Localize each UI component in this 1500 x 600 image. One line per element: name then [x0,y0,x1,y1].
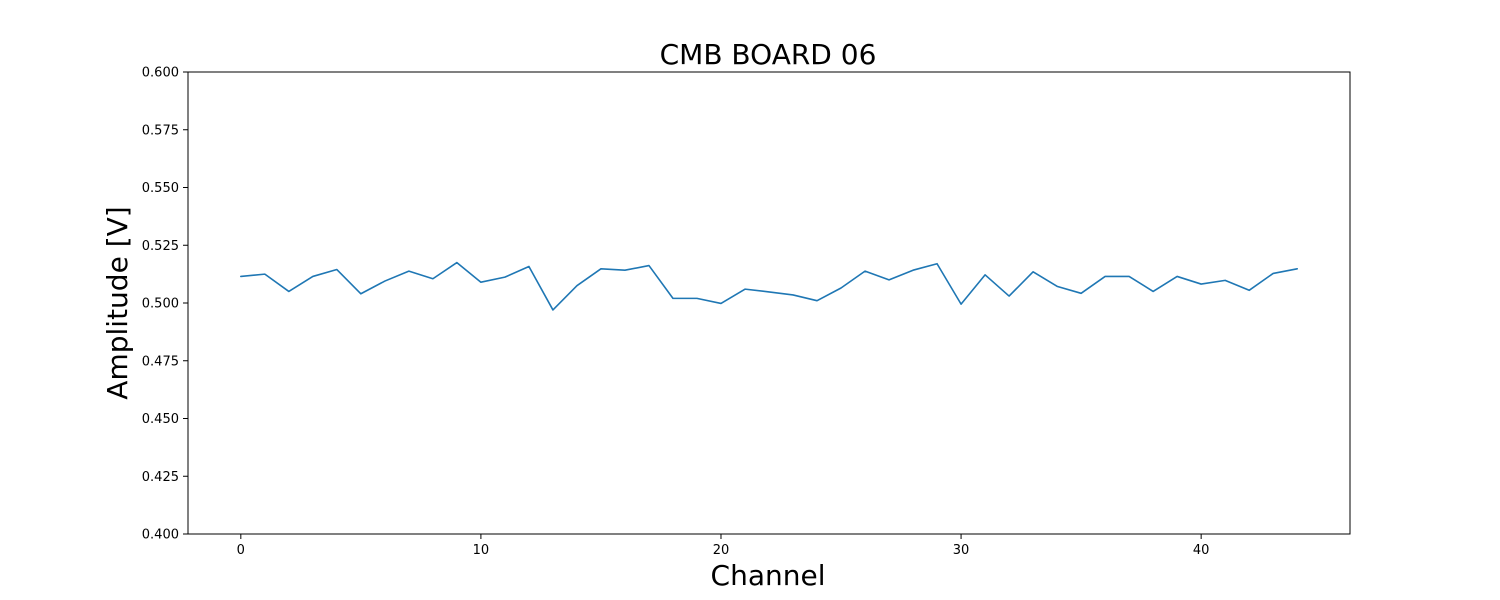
x-tick-label: 10 [473,543,490,558]
x-axis: 0 10 20 30 40 [237,534,1210,558]
plot-frame [187,71,1351,535]
y-axis: 0.400 0.425 0.450 0.475 0.500 0.525 0.550 0.575… [142,66,188,543]
y-tick-label: 0.575 [142,123,179,138]
x-tick-label: 20 [713,543,730,558]
chart-title: CMB BOARD 06 [660,38,877,71]
y-tick-label: 0.525 [142,239,179,254]
series-layer [240,261,1298,311]
y-tick-label: 0.500 [142,297,179,312]
y-tick-label: 0.400 [142,528,179,543]
series-line [240,261,1298,311]
x-tick-label: 0 [237,543,245,558]
x-tick-label: 30 [953,543,970,558]
y-tick-label: 0.425 [142,470,179,485]
y-tick-label: 0.450 [142,412,179,427]
y-tick-label: 0.600 [142,66,179,81]
y-axis-label: Amplitude [V] [101,206,134,399]
y-tick-label: 0.550 [142,181,179,196]
y-tick-label: 0.475 [142,354,179,369]
x-axis-label: Channel [711,559,826,592]
x-tick-label: 40 [1193,543,1210,558]
